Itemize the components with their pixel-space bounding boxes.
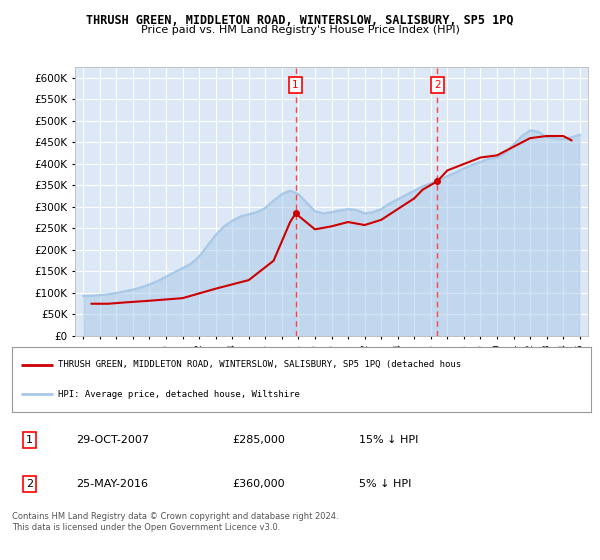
Text: 2: 2	[26, 479, 33, 489]
Text: £360,000: £360,000	[232, 479, 284, 489]
Text: 15% ↓ HPI: 15% ↓ HPI	[359, 435, 419, 445]
Text: THRUSH GREEN, MIDDLETON ROAD, WINTERSLOW, SALISBURY, SP5 1PQ (detached hous: THRUSH GREEN, MIDDLETON ROAD, WINTERSLOW…	[58, 360, 461, 369]
Text: THRUSH GREEN, MIDDLETON ROAD, WINTERSLOW, SALISBURY, SP5 1PQ: THRUSH GREEN, MIDDLETON ROAD, WINTERSLOW…	[86, 14, 514, 27]
Text: 2: 2	[434, 80, 441, 90]
Text: 29-OCT-2007: 29-OCT-2007	[76, 435, 149, 445]
Text: 1: 1	[26, 435, 33, 445]
Text: Price paid vs. HM Land Registry's House Price Index (HPI): Price paid vs. HM Land Registry's House …	[140, 25, 460, 35]
Text: 25-MAY-2016: 25-MAY-2016	[76, 479, 148, 489]
Text: £285,000: £285,000	[232, 435, 285, 445]
Text: 5% ↓ HPI: 5% ↓ HPI	[359, 479, 412, 489]
Text: HPI: Average price, detached house, Wiltshire: HPI: Average price, detached house, Wilt…	[58, 390, 300, 399]
Text: Contains HM Land Registry data © Crown copyright and database right 2024.
This d: Contains HM Land Registry data © Crown c…	[12, 512, 338, 532]
Text: 1: 1	[292, 80, 299, 90]
